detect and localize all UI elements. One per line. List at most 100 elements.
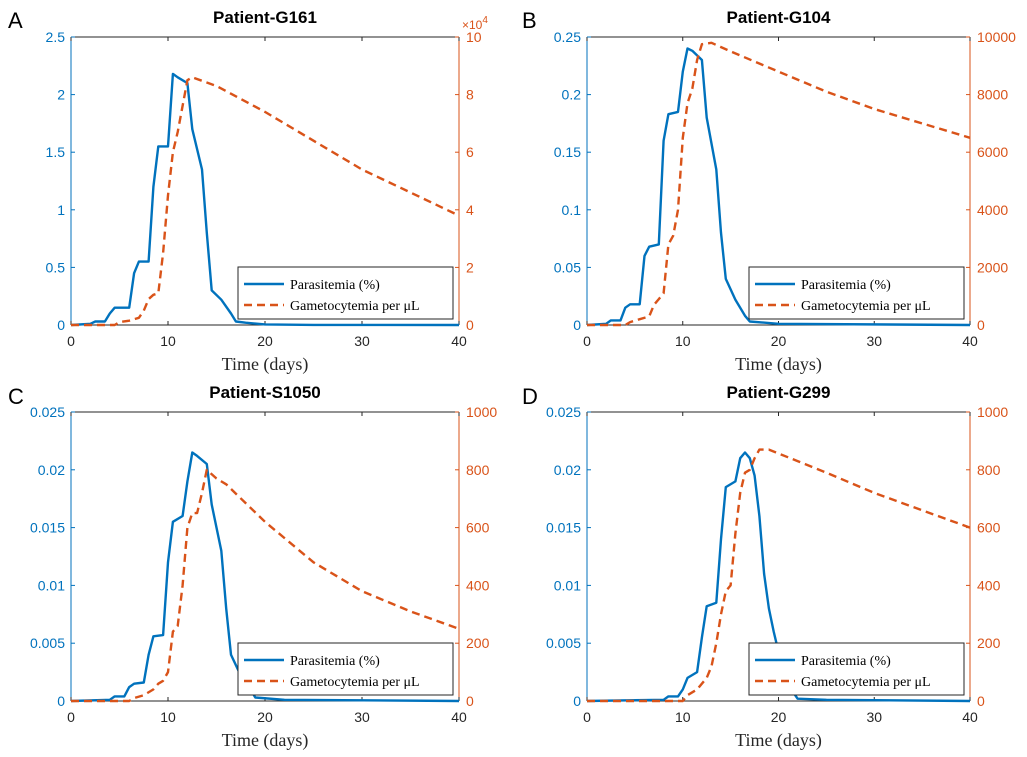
left-tick-label: 0.25 [554,29,581,45]
x-tick-label: 30 [866,333,882,349]
legend-entry: Gametocytemia per μL [801,299,931,314]
x-tick-label: 0 [583,333,591,349]
right-tick-label: 1000 [466,404,497,420]
panel-letter: B [522,8,537,33]
right-tick-label: 0 [977,693,985,709]
x-tick-label: 30 [354,333,370,349]
right-tick-label: 400 [977,577,1001,593]
chart-title: Patient-G161 [213,8,317,27]
x-tick-label: 10 [160,709,176,725]
legend: Parasitemia (%) Gametocytemia per μL [237,642,454,696]
right-tick-label: 4000 [977,202,1008,218]
x-tick-label: 20 [771,709,787,725]
exponent-power: 4 [482,15,488,26]
x-tick-label: 20 [771,333,787,349]
chart-title: Patient-G299 [727,383,831,402]
legend: Parasitemia (%) Gametocytemia per μL [748,642,965,696]
panel-letter: D [522,384,538,409]
gametocytemia-line [71,76,460,327]
right-tick-label: 800 [466,462,490,478]
legend-entry: Parasitemia (%) [290,654,380,669]
right-tick-label: 8000 [977,87,1008,103]
right-tick-label: 10000 [977,29,1016,45]
right-tick-label: 0 [977,317,985,333]
x-tick-label: 30 [354,709,370,725]
x-tick-label: 40 [451,709,467,725]
right-tick-label: 200 [977,635,1001,651]
legend-box [237,266,454,320]
left-tick-label: 0 [573,317,581,333]
panel-letter: A [8,8,23,33]
right-tick-label: 2 [466,259,474,275]
left-tick-label: 2.5 [46,29,66,45]
left-tick-label: 0.02 [38,462,65,478]
left-tick-label: 0 [57,693,65,709]
left-tick-label: 1.5 [46,144,66,160]
x-tick-label: 10 [675,709,691,725]
right-tick-label: 2000 [977,259,1008,275]
x-tick-label: 0 [67,333,75,349]
left-tick-label: 0.025 [30,404,65,420]
right-tick-label: 0 [466,317,474,333]
right-tick-label: 600 [466,520,490,536]
left-tick-label: 0.2 [562,87,582,103]
x-axis-label: Time (days) [222,730,309,751]
legend-entry: Parasitemia (%) [801,654,891,669]
legend-entry: Parasitemia (%) [290,278,380,293]
parasitemia-line [70,72,460,327]
left-tick-label: 0.005 [30,635,65,651]
legend: Parasitemia (%) Gametocytemia per μL [748,266,965,320]
x-tick-label: 40 [451,333,467,349]
left-tick-label: 0.15 [554,144,581,160]
legend-box [237,642,454,696]
x-axis-label: Time (days) [735,730,822,751]
left-tick-label: 0.015 [30,520,65,536]
legend: Parasitemia (%) Gametocytemia per μL [237,266,454,320]
left-tick-label: 0.05 [554,259,581,275]
right-tick-label: 200 [466,635,490,651]
right-axis-exponent: ×104 [462,15,488,32]
x-tick-label: 0 [583,709,591,725]
chart-title: Patient-S1050 [209,383,321,402]
x-tick-label: 30 [866,709,882,725]
x-tick-label: 10 [675,333,691,349]
left-tick-label: 0 [573,693,581,709]
x-tick-label: 20 [257,333,273,349]
left-tick-label: 0.015 [546,520,581,536]
gametocytemia-line [587,41,971,327]
right-tick-label: 8 [466,87,474,103]
x-tick-label: 20 [257,709,273,725]
left-tick-label: 1 [57,202,65,218]
gametocytemia-line [587,448,971,703]
chart-title: Patient-G104 [727,8,831,27]
left-tick-label: 0.01 [38,577,65,593]
x-tick-label: 40 [962,333,978,349]
right-tick-label: 600 [977,520,1001,536]
legend-entry: Gametocytemia per μL [290,675,420,690]
right-tick-label: 400 [466,577,490,593]
right-tick-label: 6000 [977,144,1008,160]
legend-box [748,266,965,320]
legend-entry: Gametocytemia per μL [290,299,420,314]
left-tick-label: 0.5 [46,259,66,275]
left-tick-label: 2 [57,87,65,103]
parasitemia-line [586,47,971,327]
legend-entry: Gametocytemia per μL [801,675,931,690]
left-tick-label: 0.025 [546,404,581,420]
left-tick-label: 0.1 [562,202,582,218]
right-tick-label: 4 [466,202,474,218]
left-tick-label: 0.01 [554,577,581,593]
x-axis-label: Time (days) [222,354,309,375]
left-tick-label: 0 [57,317,65,333]
right-tick-label: 10 [466,29,482,45]
right-tick-label: 0 [466,693,474,709]
x-tick-label: 10 [160,333,176,349]
left-tick-label: 0.02 [554,462,581,478]
legend-box [748,642,965,696]
x-tick-label: 40 [962,709,978,725]
